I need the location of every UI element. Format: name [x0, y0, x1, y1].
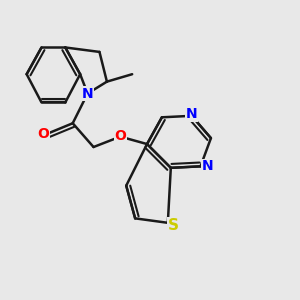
- Text: O: O: [114, 129, 126, 143]
- Text: N: N: [201, 159, 213, 173]
- Text: N: N: [186, 107, 197, 121]
- Text: O: O: [37, 127, 49, 141]
- Text: S: S: [168, 218, 179, 233]
- Text: N: N: [82, 86, 93, 100]
